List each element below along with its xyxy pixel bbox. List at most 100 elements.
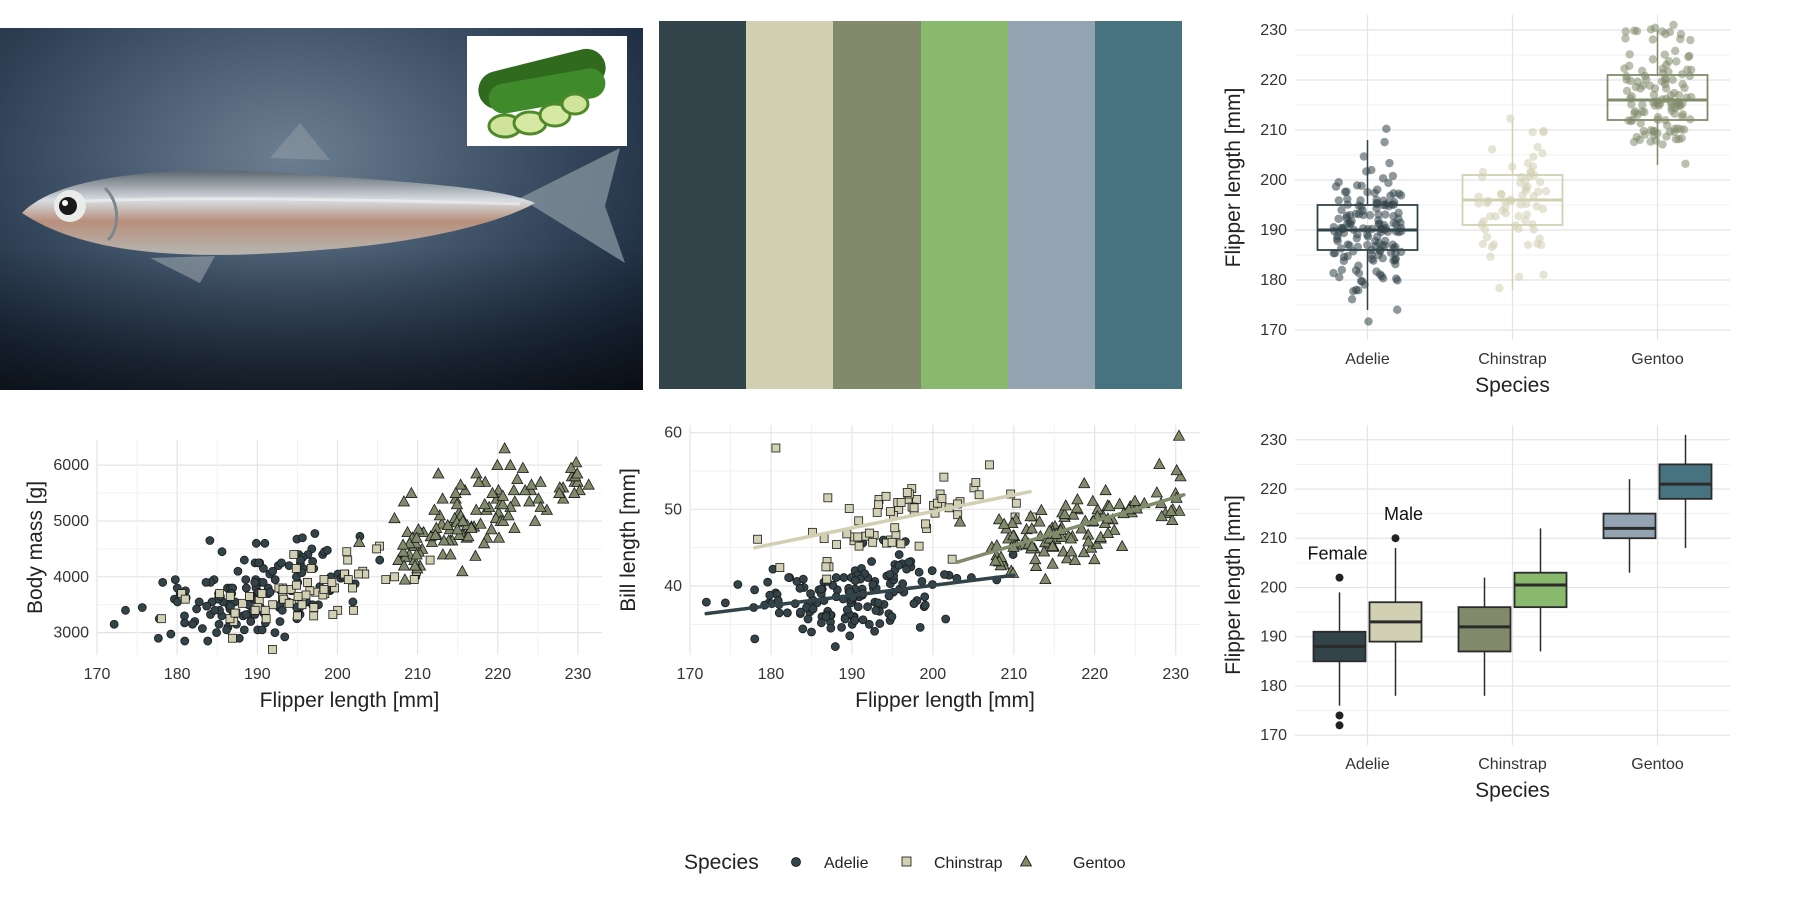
data-point <box>217 547 227 557</box>
data-point <box>278 584 288 594</box>
data-point <box>1649 131 1659 140</box>
data-point <box>701 597 711 607</box>
data-point <box>1487 242 1497 252</box>
data-point <box>1388 240 1397 249</box>
data-point <box>284 598 294 608</box>
data-point <box>1640 71 1650 81</box>
data-point <box>940 570 949 579</box>
x-tick-label: Chinstrap <box>1478 351 1547 368</box>
data-point <box>1649 90 1659 99</box>
data-point <box>920 600 930 610</box>
data-point <box>1680 83 1689 93</box>
data-point <box>1638 81 1648 90</box>
y-tick-label: 200 <box>1260 579 1287 596</box>
data-point <box>915 622 925 632</box>
data-point <box>822 574 832 584</box>
data-point <box>1352 234 1362 243</box>
data-point <box>203 636 213 646</box>
data-point <box>571 475 584 487</box>
data-point <box>1670 127 1679 137</box>
palette-swatch-2 <box>746 21 834 389</box>
series-chinstrap <box>156 527 435 654</box>
data-point <box>425 535 439 547</box>
box-iqr <box>1457 606 1512 653</box>
box-chinstrap-female <box>1457 577 1512 696</box>
x-tick-label: 200 <box>324 666 351 683</box>
data-point <box>372 544 382 554</box>
data-point <box>319 575 329 585</box>
data-point <box>1666 91 1676 100</box>
data-point <box>1391 254 1400 263</box>
data-point <box>1660 50 1670 59</box>
data-point <box>230 608 240 618</box>
data-point <box>1533 239 1542 248</box>
data-point <box>1631 82 1641 92</box>
data-point <box>1684 52 1693 62</box>
data-point <box>914 567 924 577</box>
data-point <box>1630 26 1639 35</box>
data-point <box>1394 189 1404 198</box>
data-point <box>180 636 190 646</box>
x-tick-label: 180 <box>758 666 785 683</box>
data-point <box>518 483 532 496</box>
data-point <box>1620 64 1629 73</box>
data-point <box>771 443 781 453</box>
y-tick-label: 220 <box>1260 72 1287 89</box>
data-point <box>261 614 271 624</box>
data-point <box>894 550 904 559</box>
data-point <box>1345 210 1355 220</box>
data-point <box>432 467 445 479</box>
data-point <box>875 619 885 628</box>
palette-swatch-6 <box>1094 21 1183 389</box>
data-point <box>241 583 251 593</box>
data-point <box>1687 65 1696 75</box>
data-point <box>166 629 176 639</box>
data-point <box>1479 216 1488 226</box>
data-point <box>1086 494 1099 506</box>
data-point <box>1482 232 1492 242</box>
data-point <box>868 537 878 547</box>
data-point <box>917 576 927 586</box>
data-point <box>250 578 260 587</box>
x-tick-label: 220 <box>484 666 511 683</box>
data-point <box>1347 295 1357 304</box>
data-point <box>1662 132 1671 141</box>
data-point <box>474 517 487 529</box>
data-point <box>1630 107 1640 116</box>
data-point <box>1025 522 1039 534</box>
y-tick-label: 180 <box>1260 272 1287 289</box>
data-point <box>410 548 423 560</box>
data-point <box>1373 232 1382 241</box>
data-point <box>534 500 547 512</box>
data-point <box>397 495 411 507</box>
data-point <box>449 486 462 498</box>
data-point <box>808 604 818 614</box>
data-point <box>909 503 919 513</box>
box-adelie <box>1316 140 1419 310</box>
data-point <box>458 483 472 496</box>
x-tick-label: Gentoo <box>1631 756 1684 773</box>
data-point <box>508 495 521 507</box>
data-point <box>858 615 868 625</box>
data-point <box>1516 178 1525 188</box>
data-point <box>867 557 876 566</box>
data-point <box>1337 265 1347 275</box>
data-point <box>845 631 855 641</box>
data-point <box>1352 181 1362 190</box>
data-point <box>1075 522 1088 534</box>
legend-key-adelie <box>791 857 801 867</box>
data-point <box>398 573 412 585</box>
data-point <box>1672 57 1681 66</box>
box-iqr <box>1513 571 1568 609</box>
data-point <box>528 514 542 526</box>
data-point <box>1523 240 1533 250</box>
data-point <box>553 486 566 498</box>
box-gentoo <box>1606 30 1709 165</box>
data-point <box>927 566 937 576</box>
data-point <box>1658 140 1667 149</box>
data-point <box>354 569 363 579</box>
data-point <box>872 508 882 517</box>
series-gentoo <box>353 442 595 585</box>
data-point <box>939 472 949 482</box>
data-point <box>1343 240 1352 249</box>
